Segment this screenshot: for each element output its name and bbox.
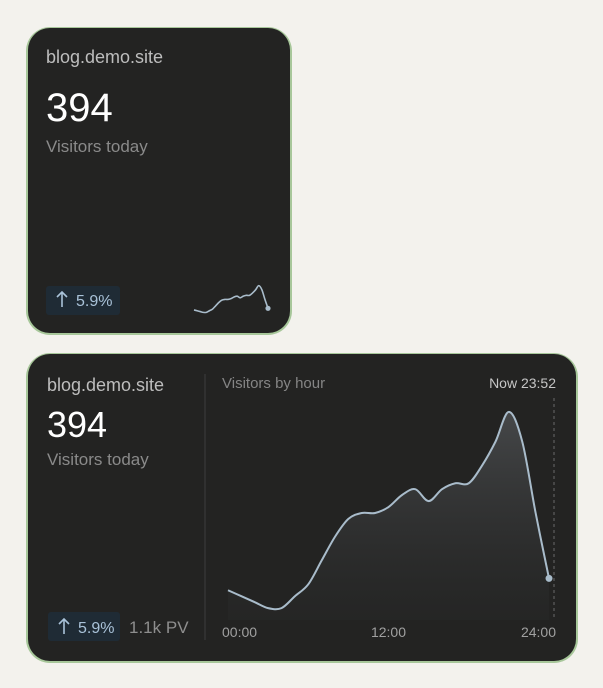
chart-title: Visitors by hour — [222, 375, 325, 392]
up-arrow — [56, 290, 68, 307]
x-tick-label: 24:00 — [521, 624, 556, 640]
chart: 00:00 12:00 24:00 — [222, 410, 556, 640]
x-tick-label: 00:00 — [222, 624, 257, 640]
area — [228, 411, 549, 620]
count: 394 — [47, 404, 107, 445]
line — [227, 410, 550, 611]
label: Visitors today — [47, 450, 149, 469]
site: blog.demo.site — [47, 375, 164, 395]
change: 5.9% — [76, 293, 112, 310]
change: 5.9% — [78, 620, 114, 637]
now-label: Now 23:52 — [489, 375, 556, 391]
change-badge — [48, 612, 120, 641]
change-badge — [46, 286, 120, 315]
x-tick-label: 12:00 — [371, 624, 406, 640]
end-dot — [545, 574, 553, 582]
label: Visitors today — [46, 137, 148, 156]
line — [193, 284, 269, 314]
sparkline — [193, 284, 271, 314]
pageviews: 1.1k PV — [129, 618, 189, 637]
end-dot — [265, 305, 271, 311]
count: 394 — [46, 86, 113, 130]
up-arrow — [58, 617, 70, 634]
small-card — [28, 28, 290, 333]
site: blog.demo.site — [46, 47, 163, 67]
